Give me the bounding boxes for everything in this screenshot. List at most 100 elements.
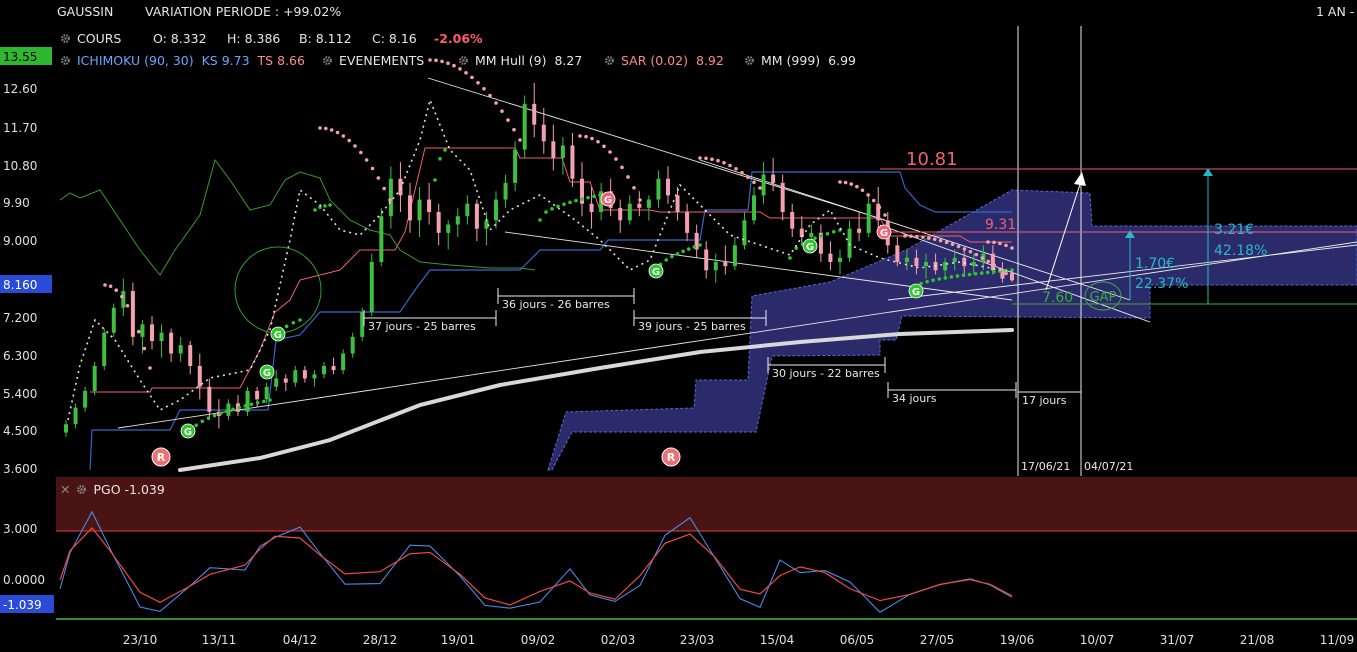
candle-body — [455, 216, 460, 225]
sar-dot — [512, 127, 516, 132]
sar-dot — [364, 158, 369, 162]
sar-dot — [506, 118, 510, 122]
gear-icon[interactable] — [604, 55, 615, 66]
current-price-label: 8.160 — [3, 278, 37, 292]
sar-dot — [950, 242, 955, 247]
gear-icon[interactable] — [458, 55, 469, 66]
ma999-legend[interactable]: MM (999) 6.99 — [744, 53, 856, 68]
sar-dot — [843, 180, 848, 185]
candle-body — [876, 203, 881, 221]
y-tick-label: 9.90 — [3, 196, 30, 210]
sar-dot — [596, 139, 600, 144]
sar-dot — [681, 249, 685, 254]
candle-body — [312, 374, 317, 379]
period-selector[interactable]: 1 AN - 1 — [1316, 4, 1357, 19]
x-tick-label: 23/03 — [680, 633, 715, 647]
duration-label: 36 jours - 26 barres — [502, 298, 610, 311]
gear-icon[interactable] — [76, 484, 87, 495]
candle-body — [809, 232, 814, 237]
sar-dot — [1010, 246, 1014, 250]
candle-body — [188, 345, 193, 366]
candle-body — [159, 332, 164, 342]
sar-dot — [440, 59, 444, 64]
buy-signal-label: G — [880, 228, 888, 239]
candle-body — [484, 220, 489, 229]
buy-signal-marker — [908, 283, 924, 299]
sar-dot — [992, 240, 996, 245]
sar-dot — [586, 195, 590, 200]
hull-legend[interactable]: MM Hull (9) 8.27 — [458, 53, 582, 68]
ichimoku-kijun-line — [90, 147, 1012, 393]
pgo-label: PGO -1.039 — [93, 482, 165, 497]
candle-body — [723, 261, 728, 267]
gap-price-label: 7.60 — [1042, 290, 1073, 306]
candle-body — [274, 378, 279, 387]
candle-body — [436, 212, 441, 233]
candle-body — [742, 220, 747, 246]
sar-dot — [388, 198, 392, 202]
sar-dot — [692, 245, 697, 249]
hull-label: MM Hull (9) — [475, 53, 547, 68]
pgo-signal-line — [59, 527, 1013, 606]
sar-dot — [544, 210, 548, 214]
sar-dot — [722, 161, 726, 165]
buy-signal-label: G — [274, 330, 282, 341]
gear-icon[interactable] — [60, 33, 71, 44]
sar-dot — [992, 263, 996, 267]
candle-body — [943, 261, 948, 271]
sar-dot — [986, 240, 990, 244]
sar-dot — [237, 405, 242, 410]
sar-dot — [986, 259, 991, 264]
close-icon[interactable]: ✕ — [60, 482, 71, 497]
pgo-tick-label: 3.000 — [3, 522, 37, 536]
gear-icon[interactable] — [60, 55, 71, 66]
candle-body — [216, 411, 221, 416]
sar-dot — [788, 256, 792, 260]
sar-dot — [883, 213, 887, 217]
sar-dot — [825, 231, 830, 236]
candle-body — [866, 203, 871, 233]
sar-dot — [108, 284, 113, 289]
sar-dot — [686, 247, 691, 251]
events-legend[interactable]: EVENEMENTS — [322, 53, 424, 68]
candle-body — [398, 178, 403, 196]
sar-dot — [961, 273, 966, 278]
candle-body — [379, 216, 384, 262]
sar-dot — [335, 130, 340, 135]
sar-dot — [584, 134, 588, 139]
sar-dot — [194, 423, 198, 428]
trend-line — [427, 77, 886, 221]
candle-body — [465, 203, 470, 217]
candle-body — [369, 261, 374, 312]
sar-legend[interactable]: SAR (0.02) 8.92 — [604, 53, 724, 68]
buy-signal-marker — [802, 238, 818, 254]
ichimoku-ts: TS 8.66 — [257, 53, 305, 68]
sar-dot — [382, 186, 386, 191]
x-tick-label: 28/12 — [363, 633, 398, 647]
sar-dot — [574, 198, 578, 203]
candle-body — [130, 291, 135, 337]
candle-body — [283, 378, 288, 383]
candle-body — [828, 253, 833, 262]
gear-icon[interactable] — [322, 55, 333, 66]
candle-body — [857, 228, 862, 233]
candle-body — [341, 353, 346, 371]
sar-dot — [218, 411, 223, 416]
candle-body — [790, 212, 795, 229]
candle-body — [474, 203, 479, 229]
sar-dot — [125, 303, 130, 308]
y-tick-label: 3.600 — [3, 462, 37, 476]
x-tick-label: 19/01 — [441, 633, 476, 647]
gain-percent-label: 22.37% — [1135, 276, 1188, 292]
sar-dot — [794, 246, 799, 250]
sar-dot — [1004, 243, 1008, 248]
sar-dot — [341, 134, 346, 138]
candle-body — [713, 261, 718, 271]
candle-body — [522, 103, 527, 150]
candle-body — [1000, 270, 1005, 279]
y-tick-label: 7.200 — [3, 311, 37, 325]
date-marker-label: 04/07/21 — [1084, 460, 1133, 473]
ichimoku-legend[interactable]: ICHIMOKU (90, 30) KS 9.73 TS 8.66 — [60, 53, 305, 68]
gear-icon[interactable] — [744, 55, 755, 66]
